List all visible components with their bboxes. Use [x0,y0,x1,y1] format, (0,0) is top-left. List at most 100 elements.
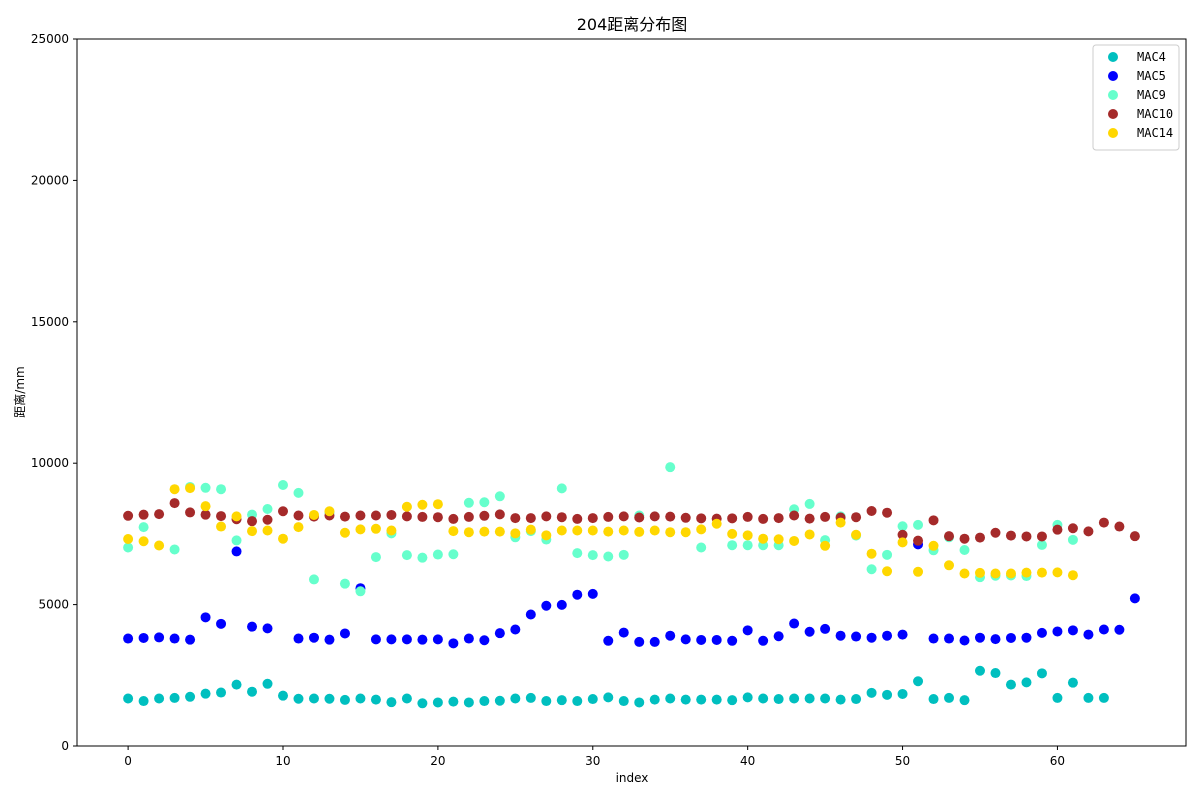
data-point [541,696,552,707]
data-point [990,668,1001,679]
data-point [401,634,412,645]
data-point [417,511,428,522]
data-point [231,511,242,522]
data-point [959,533,970,544]
data-point [1021,567,1032,578]
data-point [742,692,753,703]
data-point [525,692,536,703]
data-point [370,694,381,705]
data-point [185,691,196,702]
data-point [603,635,614,646]
data-point [1083,526,1094,537]
data-point [959,568,970,579]
y-tick-label: 15000 [31,315,69,329]
data-point [541,600,552,611]
data-point [185,507,196,518]
data-point [169,692,180,703]
data-point [944,633,955,644]
data-point [200,501,211,512]
data-point [773,513,784,524]
data-point [742,530,753,541]
data-point [804,693,815,704]
data-point [479,635,490,646]
data-point [185,634,196,645]
data-point [432,499,443,510]
data-point [1005,632,1016,643]
data-point [308,574,319,585]
data-point [417,552,428,563]
data-point [355,693,366,704]
data-point [882,507,893,518]
data-point [882,689,893,700]
y-tick-label: 10000 [31,456,69,470]
data-point [1067,625,1078,636]
data-point [308,632,319,643]
data-point [866,564,877,575]
data-point [866,505,877,516]
data-point [990,568,1001,579]
data-point [1067,677,1078,688]
chart-title: 204距离分布图 [577,15,688,34]
data-point [200,688,211,699]
data-point [634,512,645,523]
data-point [510,528,521,539]
data-point [1114,624,1125,635]
x-tick-label: 0 [124,754,132,768]
data-point [417,634,428,645]
data-point [432,549,443,560]
data-point [572,548,583,559]
data-point [463,497,474,508]
data-point [742,625,753,636]
data-point [123,542,134,553]
data-point [851,631,862,642]
data-point [138,696,149,707]
data-point [634,697,645,708]
data-point [154,540,165,551]
data-point [1036,531,1047,542]
data-point [913,676,924,687]
data-point [200,482,211,493]
data-point [479,526,490,537]
data-point [138,509,149,520]
data-points [123,462,1140,709]
legend-label: MAC9 [1137,88,1166,102]
data-point [231,546,242,557]
data-point [479,696,490,707]
data-point [510,693,521,704]
data-point [820,693,831,704]
data-point [386,634,397,645]
data-point [169,498,180,509]
data-point [339,628,350,639]
data-point [665,630,676,641]
data-point [1005,530,1016,541]
data-point [634,636,645,647]
data-point [959,695,970,706]
data-point [789,535,800,546]
data-point [247,621,258,632]
data-point [1052,626,1063,637]
data-point [820,511,831,522]
data-point [1052,524,1063,535]
data-point [463,511,474,522]
data-point [1067,523,1078,534]
data-point [200,509,211,520]
data-point [603,551,614,562]
data-point [262,525,273,536]
data-point [169,484,180,495]
data-point [401,501,412,512]
data-point [680,527,691,538]
data-point [789,510,800,521]
data-point [974,532,985,543]
series-MAC4 [123,665,1109,709]
data-point [928,633,939,644]
data-point [990,527,1001,538]
data-point [944,560,955,571]
data-point [154,509,165,520]
data-point [789,693,800,704]
data-point [851,529,862,540]
data-point [386,697,397,708]
data-point [448,549,459,560]
legend-marker [1108,71,1118,81]
data-point [944,692,955,703]
data-point [324,693,335,704]
